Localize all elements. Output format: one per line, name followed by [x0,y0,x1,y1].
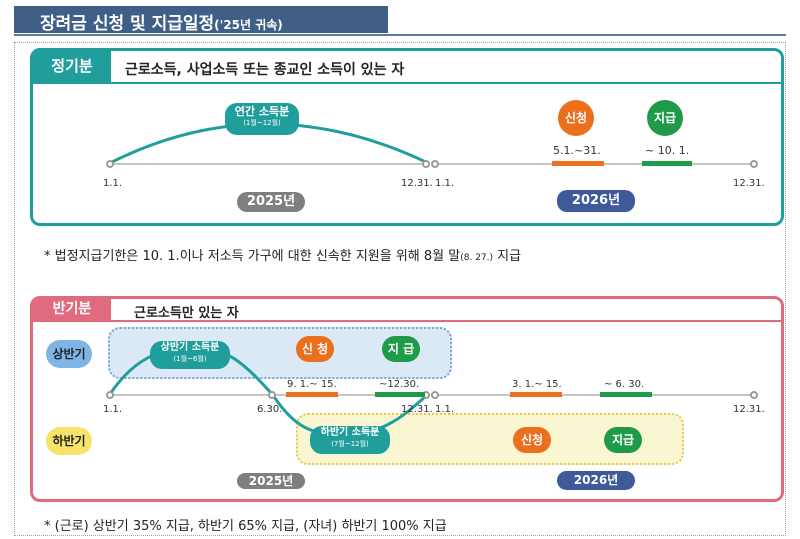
year-2026-badge: 2026년 [557,190,635,212]
half-tick-start-2025 [106,391,114,399]
second-pay-bar [600,392,652,397]
pay-period-bar [642,161,692,166]
half-panel [30,296,784,502]
first-apply-bar [286,392,338,397]
half-tick-label-mid-2025: 6.30. [257,404,283,415]
second-half-label: 하반기 [46,427,92,455]
note1-tail: 지급 [493,249,522,264]
page-title: 장려금 신청 및 지급일정('25년 귀속) [14,6,388,34]
half-description: 근로소득만 있는 자 [134,306,239,321]
half-tag: 반기분 [33,299,111,320]
first-apply-range: 9. 1.~ 15. [287,379,337,390]
apply-range: 5.1.~31. [553,144,601,157]
second-income-text: 하반기 소득분 [320,427,380,438]
first-pay-pin: 지 급 [382,336,420,362]
half-tick-label-end-2025: 12.31. [401,404,433,415]
note-half-ratio: * (근로) 상반기 35% 지급, 하반기 65% 지급, (자녀) 하반기 … [44,519,447,534]
half-tick-label-end-2026: 12.31. [733,404,765,415]
second-apply-pin: 신청 [513,427,551,453]
first-income-text: 상반기 소득분 [160,342,220,353]
note1-text: * 법정지급기한은 10. 1.이나 저소득 가구에 대한 신속한 지원을 위해… [44,249,461,264]
note-payment-deadline: * 법정지급기한은 10. 1.이나 저소득 가구에 대한 신속한 지원을 위해… [44,245,521,264]
regular-panel [30,48,784,226]
half-year-2025-badge: 2025년 [237,473,305,489]
first-pay-range: ~12.30. [379,379,420,390]
tick-label-start-2025: 1.1. [103,178,123,189]
regular-tag: 정기분 [33,51,111,82]
half-tick-end-2026 [750,391,758,399]
half-tick-mid-2025 [268,391,276,399]
tick-label-start-2026: 1.1. [435,178,455,189]
apply-period-bar [552,161,604,166]
second-income-label: 하반기 소득분 (7월~12월) [310,426,390,454]
tick-end-2026 [750,160,758,168]
annual-income-label: 연간 소득분 (1월~12월) [225,103,299,135]
first-apply-pin: 신 청 [296,336,334,362]
first-income-period: (1월~6월) [173,354,207,363]
title-main: 장려금 신청 및 지급일정 [40,14,215,34]
first-pay-bar [375,392,425,397]
content-frame [14,42,786,536]
second-apply-bar [510,392,562,397]
half-tick-label-start-2026: 1.1. [435,404,455,415]
regular-description: 근로소득, 사업소득 또는 종교인 소득이 있는 자 [125,62,405,78]
first-half-label: 상반기 [46,340,92,368]
half-tick-start-2026 [431,391,439,399]
title-sub: ('25년 귀속) [214,18,283,32]
timeline-2025 [110,163,426,165]
annual-income-period: (1월~12월) [243,118,281,127]
second-apply-range: 3. 1.~ 15. [512,379,562,390]
tick-label-end-2026: 12.31. [733,178,765,189]
tick-end-2025 [422,160,430,168]
title-divider [14,34,786,36]
apply-pin: 신청 [558,100,594,136]
half-tick-label-start-2025: 1.1. [103,404,123,415]
tick-start-2025 [106,160,114,168]
pay-pin: 지급 [647,100,683,136]
second-pay-pin: 지급 [604,427,642,453]
second-pay-range: ~ 6. 30. [604,379,645,390]
annual-income-text: 연간 소득분 [234,105,290,118]
half-header [30,296,784,322]
year-2025-badge: 2025년 [237,192,305,212]
second-income-period: (7월~12월) [331,439,369,448]
regular-header [30,48,784,84]
half-timeline-2026 [434,394,754,396]
tick-start-2026 [431,160,439,168]
half-year-2026-badge: 2026년 [557,471,635,490]
pay-range: ~ 10. 1. [645,144,690,157]
tick-label-end-2025: 12.31. [401,178,433,189]
note1-date: (8. 27.) [460,253,494,263]
first-income-label: 상반기 소득분 (1월~6월) [150,341,230,369]
